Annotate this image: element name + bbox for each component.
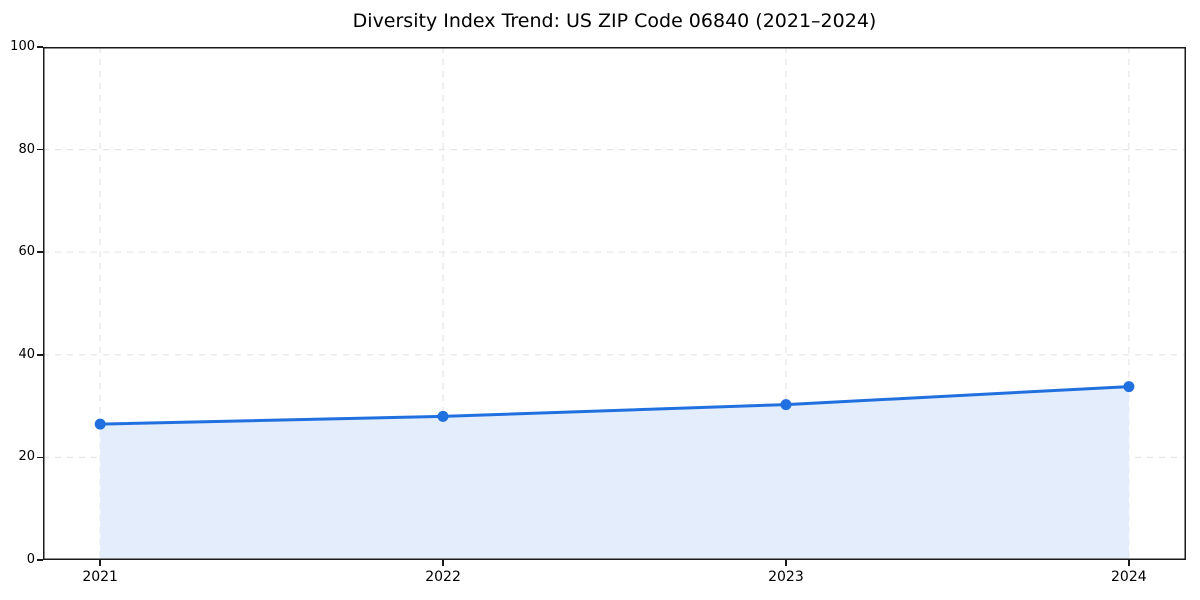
y-tick-label: 0 — [26, 552, 35, 567]
y-tick-mark — [37, 148, 43, 151]
trend-line — [98, 385, 1131, 426]
y-tick-mark — [37, 456, 43, 459]
y-tick-label: 40 — [18, 346, 35, 362]
chart-title: Diversity Index Trend: US ZIP Code 06840… — [352, 10, 877, 32]
y-tick-label: 60 — [18, 244, 35, 260]
x-tick-mark — [785, 560, 787, 566]
x-tick-mark — [442, 560, 444, 566]
y-tick-label: 20 — [18, 449, 35, 465]
chart-canvas — [43, 47, 1186, 560]
y-tick-label: 100 — [10, 39, 35, 54]
x-tick-label: 2021 — [82, 569, 118, 585]
y-tick-mark — [37, 46, 43, 48]
data-point-2024 — [1123, 381, 1135, 393]
y-tick-label: 80 — [18, 141, 35, 157]
y-tick-mark — [37, 559, 43, 561]
plot-area — [43, 47, 1186, 560]
y-tick-mark — [37, 354, 43, 356]
x-tick-label: 2024 — [1111, 569, 1147, 585]
x-tick-mark — [1128, 560, 1130, 566]
plot-frame — [43, 47, 1186, 560]
x-tick-label: 2022 — [425, 569, 461, 585]
data-point-2021 — [94, 418, 106, 430]
y-tick-mark — [37, 251, 43, 253]
area-fill — [100, 386, 1129, 560]
data-point-2023 — [780, 399, 792, 411]
x-tick-mark — [99, 560, 101, 566]
data-point-2022 — [437, 410, 449, 422]
x-tick-label: 2023 — [768, 569, 804, 585]
